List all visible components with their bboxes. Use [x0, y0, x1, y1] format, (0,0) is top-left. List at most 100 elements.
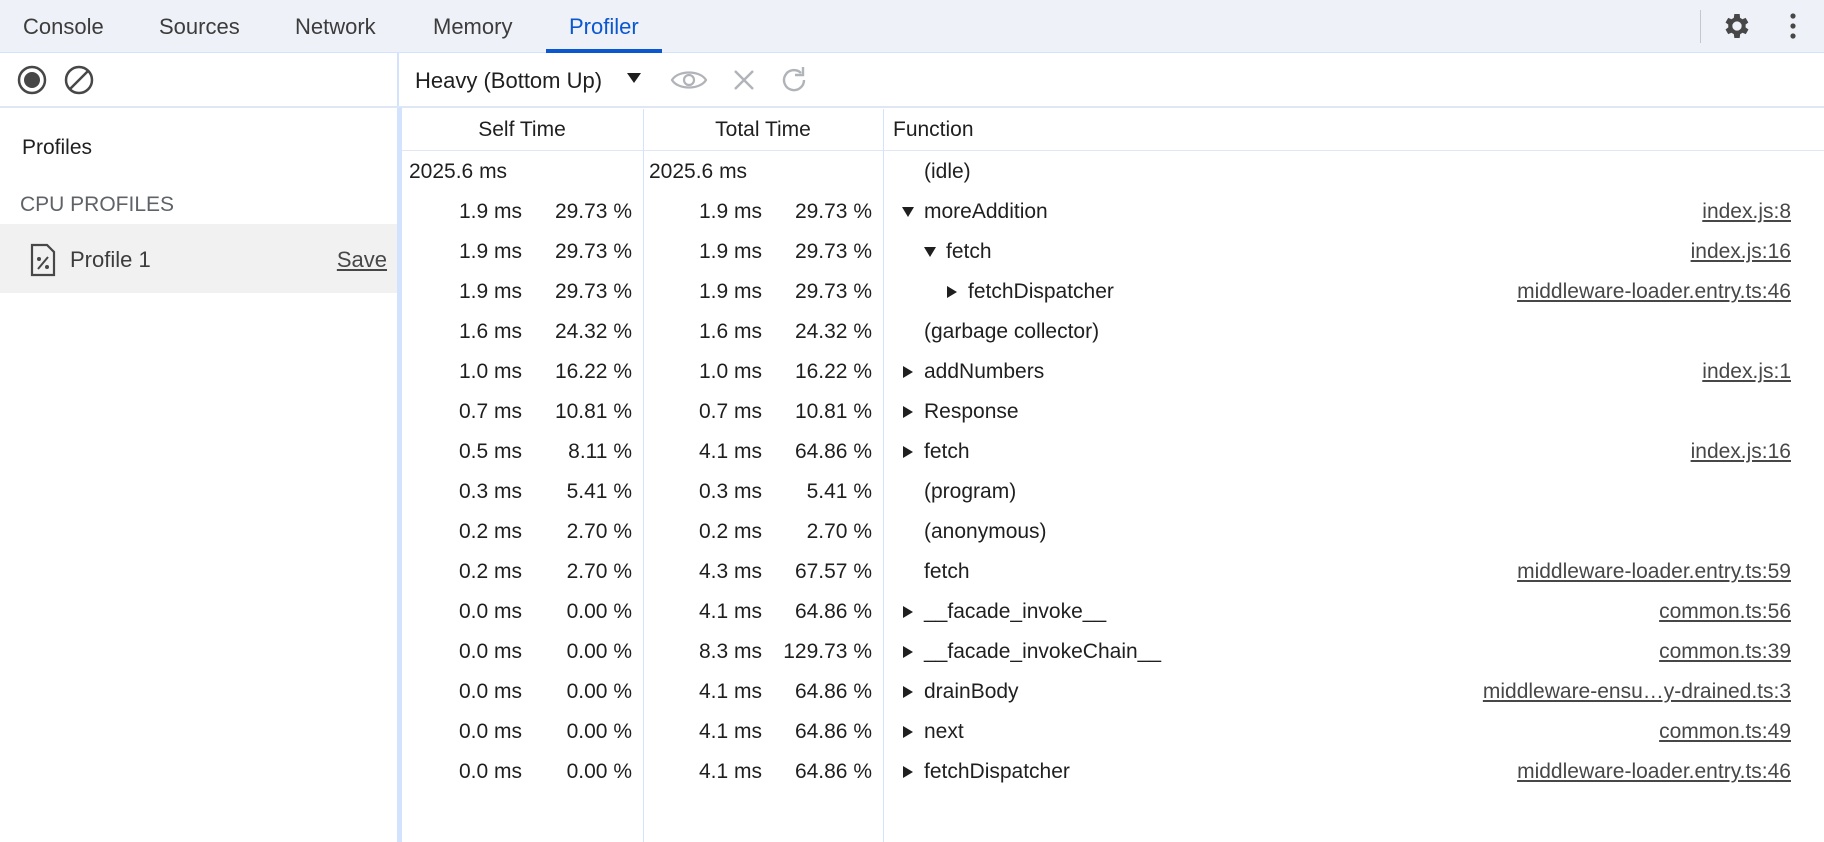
total-percent: 64.86 %: [794, 720, 872, 743]
source-link[interactable]: common.ts:56: [1659, 600, 1791, 623]
function-name: addNumbers: [924, 360, 1045, 383]
column-divider: [883, 109, 884, 842]
source-link[interactable]: index.js:16: [1690, 240, 1791, 263]
table-row[interactable]: 0.0 ms 0.00 % 4.1 ms 64.86 % __facade_invoke…: [0, 592, 1824, 632]
column-header[interactable]: Function: [893, 118, 974, 141]
self-time: 2025.6 ms: [409, 160, 508, 183]
table-row[interactable]: 1.0 ms 16.22 % 1.0 ms 16.22 % addNumbers inde…: [0, 352, 1824, 392]
profiles-heading: Profiles: [22, 136, 93, 159]
self-time: 0.2 ms: [458, 560, 522, 583]
self-time: 1.6 ms: [458, 320, 522, 343]
function-name: fetch: [924, 440, 970, 463]
total-percent: 5.41 %: [806, 480, 872, 503]
source-link[interactable]: middleware-loader.entry.ts:46: [1517, 280, 1791, 303]
source-link[interactable]: index.js:1: [1702, 360, 1791, 383]
table-row[interactable]: 1.6 ms 24.32 % 1.6 ms 24.32 % (garbage colle…: [0, 312, 1824, 352]
source-link[interactable]: common.ts:39: [1659, 640, 1791, 663]
self-percent: 0.00 %: [566, 720, 632, 743]
self-time: 0.0 ms: [458, 760, 522, 783]
tab[interactable]: Console: [23, 14, 104, 39]
function-name: fetchDispatcher: [924, 760, 1070, 783]
total-percent: 29.73 %: [794, 280, 872, 303]
table-body: 2025.6 ms 2025.6 ms (idle) 1.9 ms 29.73 % 1.9…: [0, 152, 1824, 842]
focus-icon: [670, 71, 708, 89]
sidebar: [0, 53, 399, 842]
total-time: 4.1 ms: [698, 440, 762, 463]
table-row[interactable]: 0.7 ms 10.81 % 0.7 ms 10.81 % Response: [0, 392, 1824, 432]
clear-button[interactable]: [63, 64, 95, 96]
self-time: 1.9 ms: [458, 240, 522, 263]
table-row[interactable]: 0.5 ms 8.11 % 4.1 ms 64.86 % fetch index.js:1…: [0, 432, 1824, 472]
self-time: 0.0 ms: [458, 640, 522, 663]
function-name: (anonymous): [924, 520, 1047, 543]
expand-arrow[interactable]: [901, 765, 915, 779]
total-percent: 64.86 %: [794, 600, 872, 623]
expand-arrow[interactable]: [901, 605, 915, 619]
function-name: __facade_invoke__: [924, 600, 1107, 623]
table-row[interactable]: 1.9 ms 29.73 % 1.9 ms 29.73 % fetchDispatche…: [0, 272, 1824, 312]
expand-arrow[interactable]: [901, 405, 915, 419]
collapse-arrow[interactable]: [923, 245, 937, 259]
toolbar-border: [0, 106, 1824, 108]
self-time: 0.7 ms: [458, 400, 522, 423]
source-link[interactable]: index.js:8: [1702, 200, 1791, 223]
expand-arrow[interactable]: [901, 365, 915, 379]
total-percent: 24.32 %: [794, 320, 872, 343]
self-percent: 16.22 %: [554, 360, 632, 383]
table-row[interactable]: 0.0 ms 0.00 % 8.3 ms 129.73 % __facade_invok…: [0, 632, 1824, 672]
total-time: 0.2 ms: [698, 520, 762, 543]
self-time: 0.3 ms: [458, 480, 522, 503]
source-link[interactable]: middleware-loader.entry.ts:59: [1517, 560, 1791, 583]
total-percent: 16.22 %: [794, 360, 872, 383]
profile-icon: [30, 243, 56, 277]
table-row[interactable]: 1.9 ms 29.73 % 1.9 ms 29.73 % fetch index.js:…: [0, 232, 1824, 272]
settings-icon[interactable]: [1721, 10, 1753, 42]
tab[interactable]: Network: [295, 14, 376, 39]
expand-arrow[interactable]: [901, 725, 915, 739]
table-row[interactable]: 0.3 ms 5.41 % 0.3 ms 5.41 % (program): [0, 472, 1824, 512]
tab-bar: [0, 0, 1824, 53]
table-row[interactable]: 2025.6 ms 2025.6 ms (idle): [0, 152, 1824, 192]
function-name: (garbage collector): [924, 320, 1100, 343]
view-select[interactable]: Heavy (Bottom Up): [415, 68, 603, 93]
source-link[interactable]: middleware-loader.entry.ts:46: [1517, 760, 1791, 783]
source-link[interactable]: index.js:16: [1690, 440, 1791, 463]
table-border: [399, 107, 402, 842]
table-row[interactable]: 0.0 ms 0.00 % 4.1 ms 64.86 % drainBody middle…: [0, 672, 1824, 712]
column-header[interactable]: Total Time: [715, 118, 811, 141]
profile-item[interactable]: [0, 224, 397, 293]
expand-arrow[interactable]: [901, 645, 915, 659]
expand-arrow[interactable]: [945, 285, 959, 299]
menu-icon[interactable]: [1784, 10, 1802, 42]
self-percent: 24.32 %: [554, 320, 632, 343]
table-row[interactable]: 0.2 ms 2.70 % 4.3 ms 67.57 % fetch middleware…: [0, 552, 1824, 592]
source-link[interactable]: middleware-ensu…y-drained.ts:3: [1482, 680, 1791, 703]
table-row[interactable]: 0.2 ms 2.70 % 0.2 ms 2.70 % (anonymous): [0, 512, 1824, 552]
tab[interactable]: Sources: [159, 14, 240, 39]
total-time: 4.1 ms: [698, 720, 762, 743]
self-time: 0.0 ms: [458, 720, 522, 743]
table-row[interactable]: 1.9 ms 29.73 % 1.9 ms 29.73 % moreAddition in…: [0, 192, 1824, 232]
profile-name[interactable]: Profile 1: [70, 247, 151, 272]
function-name: fetch: [946, 240, 992, 263]
save-link[interactable]: Save: [336, 247, 387, 272]
function-name: (program): [924, 480, 1017, 503]
total-time: 1.0 ms: [698, 360, 762, 383]
tab[interactable]: Memory: [433, 14, 513, 39]
column-header[interactable]: Self Time: [478, 118, 566, 141]
table-row[interactable]: 0.0 ms 0.00 % 4.1 ms 64.86 % next common.ts:4…: [0, 712, 1824, 752]
source-link[interactable]: common.ts:49: [1659, 720, 1791, 743]
table-row[interactable]: 0.0 ms 0.00 % 4.1 ms 64.86 % fetchDispatcher…: [0, 752, 1824, 792]
total-time: 0.3 ms: [698, 480, 762, 503]
dropdown-arrow: [627, 73, 641, 83]
expand-arrow[interactable]: [901, 685, 915, 699]
total-time: 4.1 ms: [698, 680, 762, 703]
column-divider: [643, 109, 644, 842]
collapse-arrow[interactable]: [901, 205, 915, 219]
record-button[interactable]: [16, 64, 48, 96]
tab[interactable]: Profiler: [569, 14, 639, 39]
function-name: fetch: [924, 560, 970, 583]
total-percent: 64.86 %: [794, 680, 872, 703]
expand-arrow[interactable]: [901, 445, 915, 459]
self-percent: 0.00 %: [566, 640, 632, 663]
